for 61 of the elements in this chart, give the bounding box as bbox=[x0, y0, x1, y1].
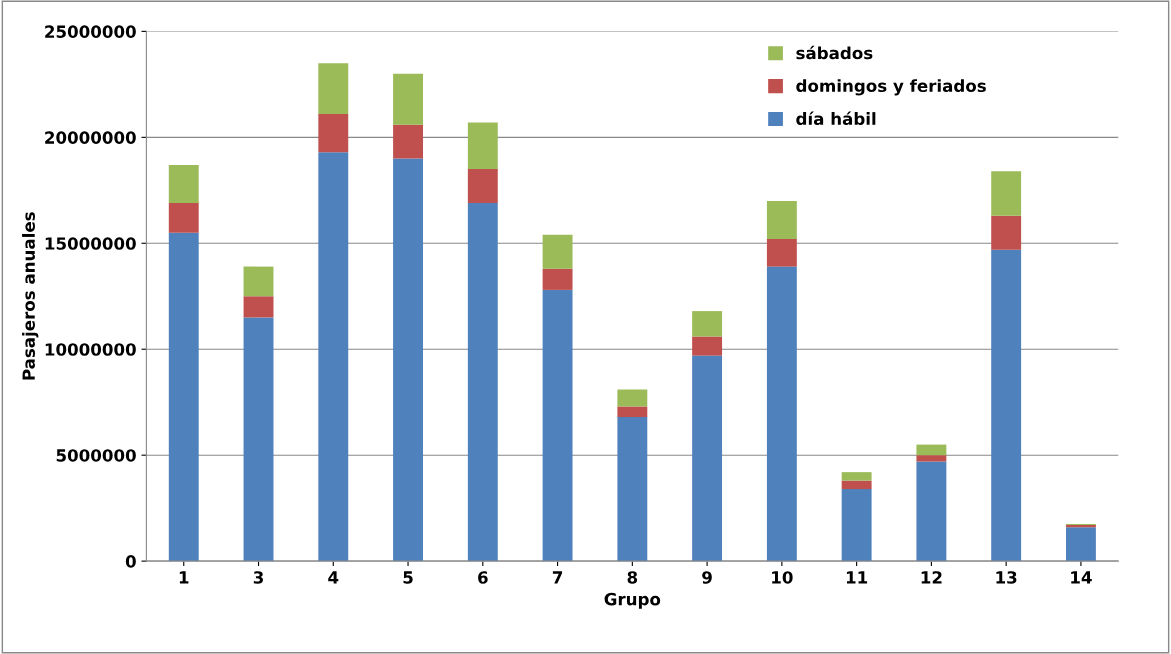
bar bbox=[916, 444, 947, 456]
y-tick-label: 5000000 bbox=[56, 449, 136, 462]
x-tick-label: 9 bbox=[702, 571, 712, 584]
x-tick-label: 11 bbox=[846, 571, 868, 584]
bar bbox=[991, 171, 1022, 216]
x-tick-label: 13 bbox=[996, 571, 1017, 584]
x-tick-label: 6 bbox=[478, 571, 488, 584]
bar bbox=[168, 164, 199, 204]
bar bbox=[542, 234, 573, 269]
bar bbox=[318, 114, 349, 153]
bar bbox=[393, 73, 423, 125]
bar bbox=[991, 249, 1022, 562]
x-tick-label: 8 bbox=[627, 571, 638, 584]
bar bbox=[1065, 527, 1096, 562]
bar bbox=[766, 200, 797, 240]
bar bbox=[318, 63, 349, 115]
legend-label: día hábil bbox=[796, 111, 876, 126]
bar bbox=[393, 124, 423, 159]
bar bbox=[841, 489, 872, 562]
bar bbox=[617, 417, 648, 562]
bar bbox=[168, 232, 199, 562]
bar bbox=[243, 317, 274, 562]
x-axis-title: Grupo bbox=[604, 592, 661, 609]
x-tick-label: 10 bbox=[772, 571, 793, 584]
legend-label: sábados bbox=[796, 45, 873, 60]
y-tick-label: 0 bbox=[125, 555, 136, 568]
bar bbox=[766, 266, 797, 562]
bar bbox=[617, 406, 648, 418]
bar bbox=[916, 461, 947, 562]
x-tick-label: 7 bbox=[552, 571, 563, 584]
bar bbox=[841, 480, 872, 490]
x-tick-label: 12 bbox=[921, 571, 942, 584]
bar bbox=[168, 203, 199, 233]
bar bbox=[841, 472, 872, 481]
bar bbox=[692, 355, 723, 562]
bar bbox=[467, 203, 498, 562]
y-tick-label: 10000000 bbox=[45, 343, 136, 356]
bar bbox=[467, 122, 498, 170]
x-tick-label: 3 bbox=[253, 571, 263, 584]
bar bbox=[916, 455, 947, 462]
y-tick-label: 15000000 bbox=[45, 237, 136, 250]
y-tick-label: 20000000 bbox=[45, 131, 136, 144]
y-axis-title: Pasajeros anuales bbox=[22, 212, 39, 380]
bar bbox=[467, 169, 498, 204]
bar bbox=[692, 311, 723, 337]
bar bbox=[991, 215, 1022, 250]
bar bbox=[243, 266, 274, 297]
bar bbox=[766, 239, 797, 267]
legend-label: domingos y feriados bbox=[796, 79, 986, 96]
bar bbox=[542, 289, 573, 562]
bar bbox=[692, 336, 723, 356]
x-tick-label: 14 bbox=[1071, 571, 1092, 584]
x-tick-label: 1 bbox=[179, 571, 189, 584]
y-tick-label: 25000000 bbox=[45, 25, 136, 38]
x-tick-label: 4 bbox=[328, 571, 339, 584]
bar bbox=[243, 296, 274, 318]
x-tick-label: 5 bbox=[403, 571, 413, 584]
bar bbox=[617, 389, 648, 407]
bar bbox=[542, 268, 573, 290]
bar bbox=[393, 158, 423, 562]
bar bbox=[318, 152, 349, 562]
